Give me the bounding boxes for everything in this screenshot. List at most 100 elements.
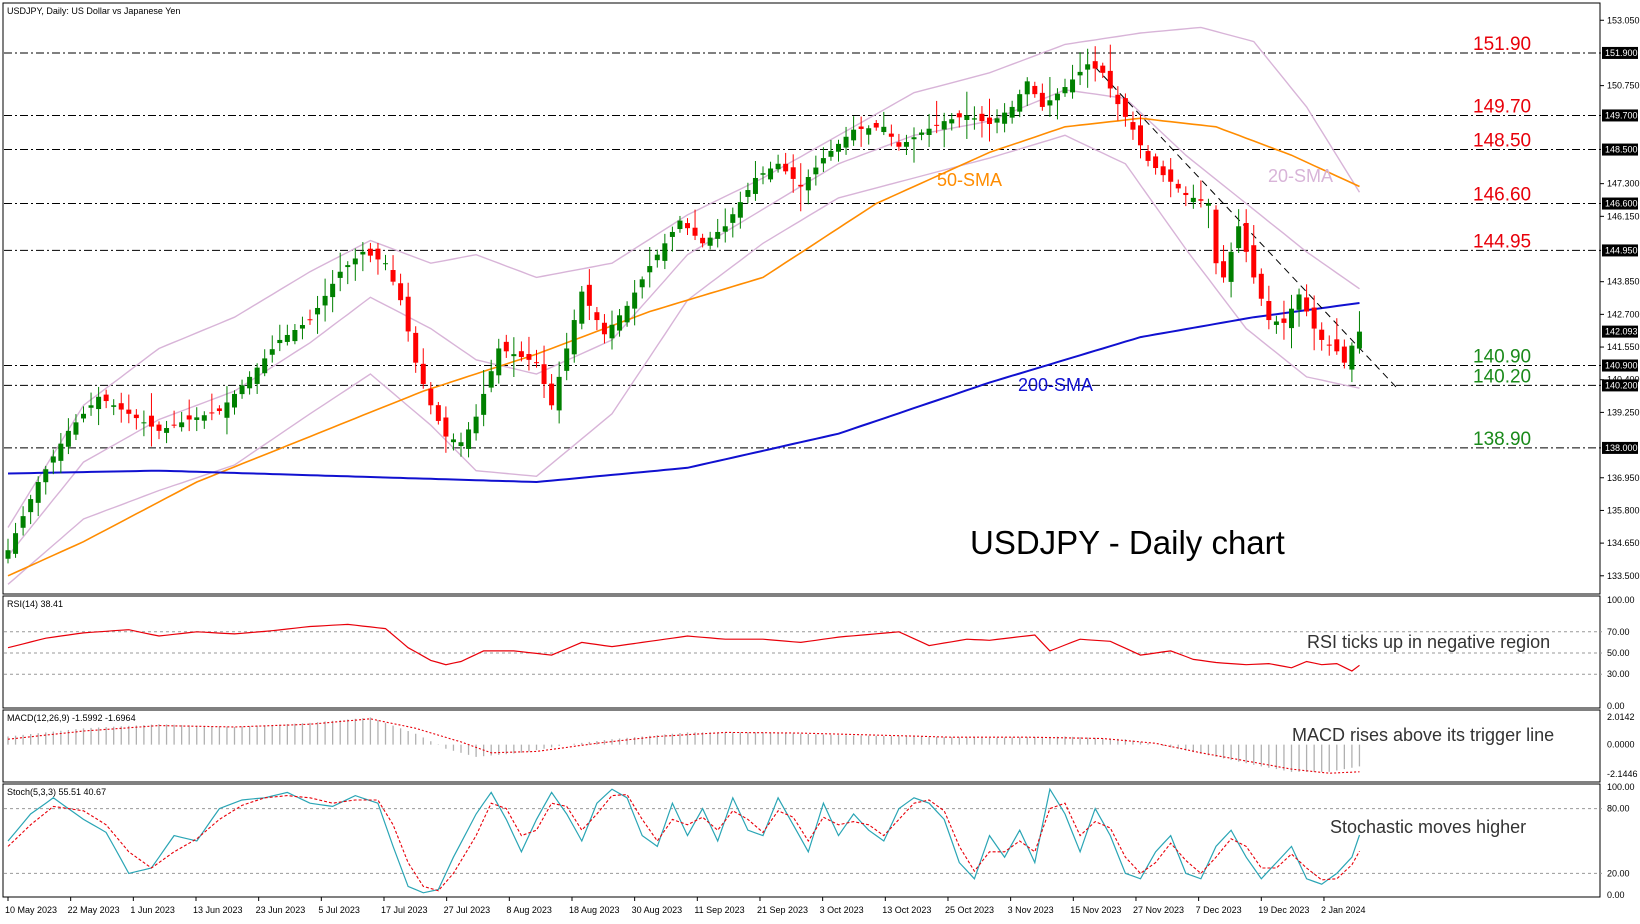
candle-body-128: [971, 118, 977, 120]
price-panel-frame: [2, 2, 1601, 595]
rsi-tick-3: 30.00: [1607, 669, 1630, 679]
candle-body-147: [1115, 94, 1121, 105]
candle-body-3: [28, 499, 34, 513]
stoch-signal-line: [7, 794, 1360, 892]
candle-body-69: [526, 354, 532, 360]
price-tick-label-2: 150.750: [1607, 81, 1640, 91]
candle-body-39: [299, 325, 305, 329]
sma20-line: [7, 89, 1360, 557]
candle-body-45: [345, 265, 351, 268]
price-tag-4: 148.500: [1605, 145, 1638, 155]
price-tag-bg-13: [1602, 359, 1638, 372]
stoch-tick-3: 0.00: [1607, 890, 1625, 900]
candle-body-120: [911, 137, 917, 140]
candle-body-107: [813, 167, 819, 175]
candle-body-21: [164, 428, 170, 433]
candle-body-26: [201, 415, 207, 421]
candle-body-63: [481, 393, 487, 415]
candle-body-62: [473, 416, 479, 434]
candle-body-141: [1070, 79, 1076, 93]
candle-body-114: [866, 128, 872, 135]
x-label-15: 25 Oct 2023: [945, 905, 994, 915]
rsi-tick-2: 50.00: [1607, 648, 1630, 658]
candle-body-47: [360, 251, 366, 255]
candle-body-150: [1138, 125, 1143, 146]
candle-body-14: [111, 405, 117, 407]
price-tick-label-5: 147.300: [1607, 179, 1640, 189]
candle-body-172: [1304, 297, 1310, 312]
candle-body-90: [685, 223, 690, 229]
rsi-line: [7, 623, 1360, 672]
candle-body-135: [1024, 81, 1030, 95]
candle-body-0: [5, 550, 11, 559]
rsi-tick-0: 100.00: [1607, 595, 1635, 605]
candle-body-144: [1092, 61, 1098, 69]
candle-body-109: [828, 150, 834, 157]
candles: [5, 44, 1362, 564]
candle-body-168: [1273, 321, 1279, 325]
candle-body-177: [1341, 346, 1347, 363]
x-label-1: 22 May 2023: [68, 905, 120, 915]
candle-body-35: [269, 349, 275, 355]
candle-body-44: [337, 271, 343, 278]
candle-body-146: [1107, 70, 1113, 89]
candle-body-151: [1145, 151, 1151, 161]
candle-body-78: [594, 312, 600, 321]
candle-body-119: [903, 141, 909, 147]
candle-body-169: [1281, 318, 1287, 323]
candle-body-117: [888, 133, 894, 137]
candle-body-129: [979, 113, 985, 122]
rsi-tick-1: 70.00: [1607, 627, 1630, 637]
candle-body-165: [1251, 245, 1257, 278]
candle-body-160: [1213, 209, 1219, 264]
candle-body-101: [768, 168, 774, 180]
price-tick-label-12: 141.550: [1607, 342, 1640, 352]
price-tag-1: 151.900: [1605, 48, 1638, 58]
candle-body-19: [148, 415, 154, 427]
candle-body-12: [96, 396, 102, 410]
sma20-label: 20-SMA: [1268, 166, 1333, 186]
candle-body-127: [964, 115, 970, 120]
candle-body-59: [450, 439, 456, 443]
candle-body-55: [420, 363, 426, 384]
candle-body-137: [1039, 92, 1045, 107]
rsi-tick-4: 0.00: [1607, 701, 1625, 711]
candle-body-22: [171, 424, 177, 426]
candle-body-10: [81, 413, 86, 419]
price-tick-label-21: 133.500: [1607, 571, 1640, 581]
candle-body-27: [209, 412, 215, 414]
level-label-3: 146.60: [1473, 185, 1531, 206]
rsi-panel-frame: [2, 595, 1601, 709]
price-tag-bg-3: [1602, 109, 1638, 122]
rsi-header: RSI(14) 38.41: [7, 599, 63, 609]
stoch-main-line: [7, 787, 1361, 894]
sma50-label: 50-SMA: [937, 170, 1002, 190]
candle-body-5: [43, 469, 49, 483]
candle-body-154: [1168, 169, 1174, 182]
candle-body-145: [1100, 65, 1106, 73]
candle-body-171: [1296, 294, 1302, 310]
price-tag-bg-4: [1602, 143, 1638, 156]
candle-body-142: [1077, 71, 1083, 76]
candle-body-157: [1190, 197, 1196, 203]
price-tag-bg-11: [1602, 325, 1638, 338]
candle-body-16: [126, 409, 132, 414]
candle-body-126: [956, 113, 962, 118]
level-label-2: 148.50: [1473, 131, 1531, 152]
candle-body-46: [352, 258, 358, 265]
candle-body-173: [1311, 307, 1317, 329]
candle-body-170: [1289, 308, 1294, 329]
candle-body-162: [1228, 251, 1234, 282]
candle-body-167: [1266, 301, 1272, 321]
candle-body-23: [179, 422, 185, 428]
candle-body-76: [579, 291, 585, 324]
candle-body-6: [50, 456, 56, 463]
candle-body-159: [1205, 203, 1211, 206]
price-tick-label-10: 142.700: [1607, 309, 1640, 319]
candle-body-100: [760, 173, 766, 175]
stoch-header: Stoch(5,3,3) 55.51 40.67: [7, 787, 106, 797]
candle-body-118: [896, 142, 902, 147]
candle-body-40: [307, 319, 313, 321]
candle-body-8: [65, 430, 71, 447]
candle-body-138: [1047, 100, 1053, 106]
